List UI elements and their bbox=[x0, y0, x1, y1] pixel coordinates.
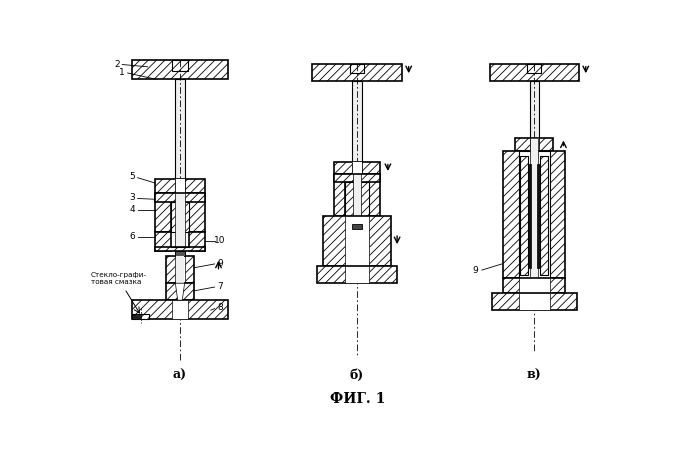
Bar bbox=[189, 193, 205, 232]
Bar bbox=[155, 247, 205, 251]
Bar bbox=[503, 278, 565, 293]
Text: а): а) bbox=[173, 369, 187, 382]
Bar bbox=[175, 251, 185, 256]
Bar bbox=[132, 60, 228, 79]
Bar bbox=[519, 293, 549, 310]
Bar bbox=[166, 256, 194, 283]
Bar bbox=[155, 179, 205, 193]
Bar bbox=[352, 81, 361, 162]
Text: 9: 9 bbox=[217, 259, 223, 268]
Bar bbox=[538, 164, 540, 268]
Bar bbox=[171, 202, 178, 232]
Bar bbox=[175, 256, 185, 283]
Bar bbox=[352, 162, 361, 174]
Bar bbox=[175, 79, 185, 179]
Bar bbox=[519, 151, 549, 278]
Bar bbox=[503, 151, 565, 278]
Bar bbox=[352, 224, 361, 229]
Bar bbox=[492, 293, 577, 310]
Bar bbox=[176, 256, 184, 283]
Bar bbox=[334, 162, 380, 174]
Bar bbox=[345, 266, 369, 283]
Text: 7: 7 bbox=[217, 282, 223, 291]
Text: 10: 10 bbox=[215, 236, 226, 245]
Bar bbox=[540, 156, 548, 276]
Bar bbox=[530, 81, 539, 138]
Bar bbox=[345, 216, 369, 266]
Bar bbox=[369, 174, 380, 216]
Text: товая смазка: товая смазка bbox=[91, 279, 141, 285]
Bar bbox=[350, 64, 364, 73]
Bar bbox=[132, 315, 141, 318]
Bar bbox=[519, 278, 549, 293]
Text: 4: 4 bbox=[129, 205, 135, 214]
Bar bbox=[189, 232, 205, 251]
Text: Стекло-графи-: Стекло-графи- bbox=[91, 272, 147, 278]
Bar bbox=[172, 60, 188, 71]
Bar bbox=[334, 174, 345, 216]
Bar bbox=[312, 64, 402, 81]
Bar bbox=[317, 266, 397, 283]
Bar bbox=[323, 216, 391, 266]
Text: 3: 3 bbox=[129, 193, 135, 202]
Text: в): в) bbox=[527, 369, 542, 382]
Bar bbox=[530, 138, 539, 151]
Bar bbox=[515, 138, 554, 151]
Bar bbox=[155, 232, 171, 251]
Text: 8: 8 bbox=[217, 304, 223, 312]
Text: 6: 6 bbox=[129, 232, 135, 241]
Bar bbox=[175, 179, 185, 193]
Text: ФИГ. 1: ФИГ. 1 bbox=[330, 392, 386, 406]
Bar bbox=[360, 182, 369, 216]
Text: 1: 1 bbox=[120, 68, 125, 77]
Bar bbox=[528, 164, 531, 268]
Bar bbox=[175, 193, 185, 255]
Bar bbox=[155, 193, 171, 232]
Bar bbox=[334, 174, 380, 182]
Polygon shape bbox=[175, 283, 185, 300]
Bar bbox=[520, 156, 528, 276]
Bar bbox=[166, 283, 194, 300]
Bar bbox=[527, 64, 541, 73]
Bar bbox=[489, 64, 579, 81]
Bar bbox=[132, 300, 228, 319]
Text: 5: 5 bbox=[129, 172, 135, 182]
Bar bbox=[132, 314, 149, 319]
Bar bbox=[353, 174, 361, 224]
Text: 9: 9 bbox=[473, 266, 479, 275]
Bar bbox=[345, 182, 354, 216]
Text: 2: 2 bbox=[114, 60, 120, 69]
Text: б): б) bbox=[350, 369, 364, 382]
Bar bbox=[182, 202, 189, 232]
Bar bbox=[531, 138, 538, 277]
Bar bbox=[172, 300, 188, 319]
Bar bbox=[155, 193, 205, 202]
